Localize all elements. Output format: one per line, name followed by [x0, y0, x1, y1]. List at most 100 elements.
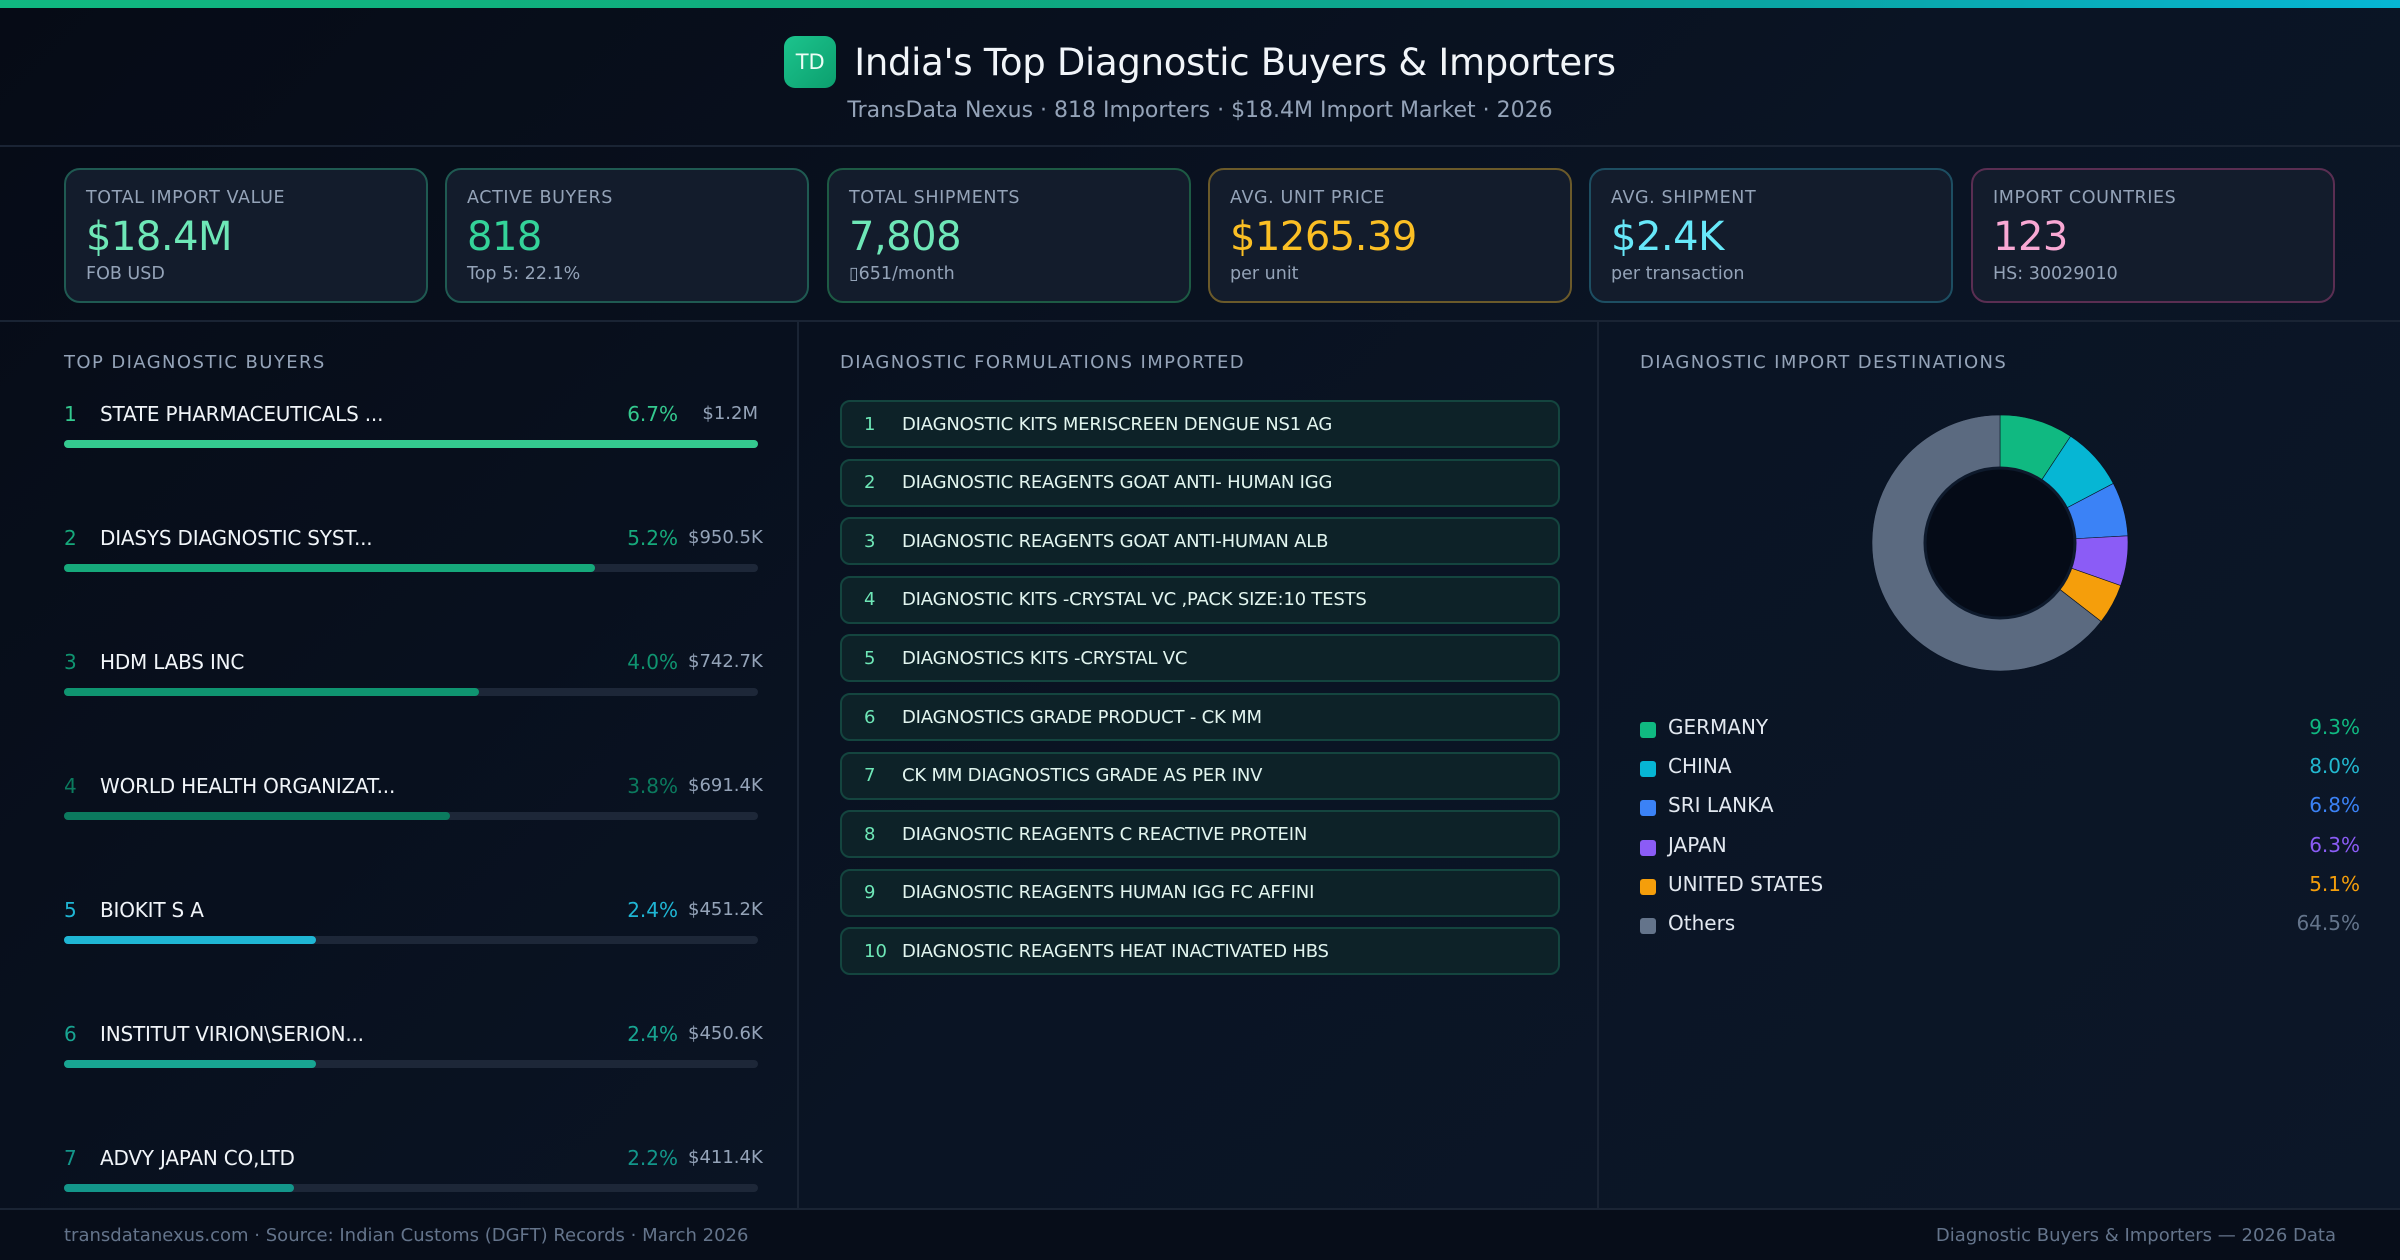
buyer-row[interactable]: 2 DIASYS DIAGNOSTIC SYST... 5.2% $950.5K — [64, 526, 763, 586]
buyer-name: WORLD HEALTH ORGANIZAT... — [100, 774, 396, 798]
buyer-value: $742.7K — [688, 651, 763, 672]
buyer-value: $1.2M — [702, 403, 758, 424]
legend-swatch — [1640, 878, 1656, 895]
panel-title: TOP DIAGNOSTIC BUYERS — [64, 352, 326, 373]
stat-value: 7,808 — [849, 214, 962, 260]
page-footer: transdatanexus.com · Source: Indian Cust… — [0, 1208, 2400, 1260]
formulation-item[interactable]: 10 DIAGNOSTIC REAGENTS HEAT INACTIVATED H… — [840, 927, 1560, 976]
stat-card-total-import-value: TOTAL IMPORT VALUE $18.4M FOB USD — [64, 168, 428, 303]
footer-caption: Diagnostic Buyers & Importers — 2026 Dat… — [1935, 1225, 2336, 1246]
formulation-number: 7 — [864, 765, 876, 787]
buyer-bar-fill — [64, 688, 479, 696]
legend-percent: 5.1% — [2309, 871, 2360, 896]
buyer-bar-track — [64, 688, 758, 696]
stat-value: $18.4M — [86, 214, 233, 260]
buyer-rank: 6 — [64, 1022, 77, 1046]
buyer-bar-fill — [64, 1184, 294, 1192]
panel-title: DIAGNOSTIC IMPORT DESTINATIONS — [1640, 352, 2008, 373]
legend-percent: 9.3% — [2309, 715, 2360, 739]
formulation-item[interactable]: 5 DIAGNOSTICS KITS -CRYSTAL VC — [840, 634, 1560, 683]
stat-value: 123 — [1993, 214, 2068, 260]
formulation-text: DIAGNOSTICS GRADE PRODUCT - CK MM — [902, 706, 1262, 728]
formulations-panel: DIAGNOSTIC FORMULATIONS IMPORTED 1 DIAGNO… — [799, 322, 1599, 1208]
stat-value: $1265.39 — [1230, 214, 1417, 260]
formulation-number: 4 — [864, 589, 876, 611]
page-title: India's Top Diagnostic Buyers & Importer… — [854, 40, 1616, 84]
stat-card-total-shipments: TOTAL SHIPMENTS 7,808 ▯651/month — [827, 168, 1191, 303]
legend-item[interactable]: JAPAN 6.3% — [1640, 833, 2360, 863]
brand-logo: TD — [784, 36, 837, 88]
formulation-item[interactable]: 3 DIAGNOSTIC REAGENTS GOAT ANTI-HUMAN ALB — [840, 517, 1560, 566]
stat-label: TOTAL SHIPMENTS — [849, 188, 1021, 208]
buyer-bar-fill — [64, 1060, 316, 1068]
formulation-number: 9 — [864, 882, 876, 904]
formulation-number: 5 — [864, 647, 876, 669]
formulation-item[interactable]: 7 CK MM DIAGNOSTICS GRADE AS PER INV — [840, 751, 1560, 800]
buyer-name: ADVY JAPAN CO,LTD — [100, 1146, 295, 1170]
buyer-value: $950.5K — [688, 527, 763, 548]
stat-label: TOTAL IMPORT VALUE — [86, 188, 286, 208]
legend-item[interactable]: CHINA 8.0% — [1640, 754, 2360, 784]
buyer-bar-fill — [64, 564, 595, 572]
legend-percent: 6.8% — [2309, 793, 2360, 818]
buyer-row[interactable]: 5 BIOKIT S A 2.4% $451.2K — [64, 898, 763, 958]
destinations-panel: DIAGNOSTIC IMPORT DESTINATIONS GERMANY 9.… — [1599, 322, 2400, 1208]
stat-sub: Top 5: 22.1% — [467, 264, 581, 284]
buyer-row[interactable]: 6 INSTITUT VIRION\SERION... 2.4% $450.6K — [64, 1022, 763, 1082]
buyer-bar-track — [64, 564, 758, 572]
formulation-number: 10 — [864, 940, 887, 962]
buyer-share: 2.4% — [627, 898, 678, 922]
stats-row: TOTAL IMPORT VALUE $18.4M FOB USD ACTIVE… — [0, 147, 2400, 322]
formulation-item[interactable]: 6 DIAGNOSTICS GRADE PRODUCT - CK MM — [840, 693, 1560, 741]
stat-value: 818 — [467, 214, 542, 260]
stat-label: AVG. SHIPMENT — [1611, 188, 1757, 208]
stat-sub: ▯651/month — [849, 264, 955, 284]
stat-sub: FOB USD — [86, 264, 165, 284]
formulation-text: DIAGNOSTIC KITS MERISCREEN DENGUE NS1 AG — [902, 413, 1333, 435]
buyer-bar-track — [64, 936, 758, 944]
formulation-item[interactable]: 8 DIAGNOSTIC REAGENTS C REACTIVE PROTEIN — [840, 810, 1560, 859]
buyer-bar-fill — [64, 936, 316, 944]
legend-percent: 8.0% — [2309, 754, 2360, 779]
buyer-share: 5.2% — [627, 526, 678, 550]
legend-country: CHINA — [1668, 754, 1732, 779]
buyer-value: $411.4K — [688, 1147, 763, 1168]
buyer-bar-track — [64, 1184, 758, 1192]
buyer-share: 6.7% — [627, 402, 678, 426]
formulation-text: DIAGNOSTIC REAGENTS HUMAN IGG FC AFFINI — [902, 882, 1315, 904]
legend-item[interactable]: GERMANY 9.3% — [1640, 715, 2360, 745]
buyer-rank: 5 — [64, 898, 77, 922]
buyer-row[interactable]: 7 ADVY JAPAN CO,LTD 2.2% $411.4K — [64, 1146, 763, 1206]
page-header: TD India's Top Diagnostic Buyers & Impor… — [0, 8, 2400, 147]
buyer-value: $450.6K — [688, 1023, 763, 1044]
legend-country: UNITED STATES — [1668, 871, 1824, 896]
legend-item[interactable]: Others 64.5% — [1640, 911, 2360, 941]
buyer-rank: 1 — [64, 402, 77, 426]
stat-card-import-countries: IMPORT COUNTRIES 123 HS: 30029010 — [1971, 168, 2335, 303]
formulation-number: 8 — [864, 823, 876, 845]
formulation-item[interactable]: 4 DIAGNOSTIC KITS -CRYSTAL VC ,PACK SIZE:… — [840, 575, 1560, 624]
panel-title: DIAGNOSTIC FORMULATIONS IMPORTED — [840, 352, 1246, 373]
title-row: TD India's Top Diagnostic Buyers & Impor… — [0, 36, 2400, 88]
formulation-item[interactable]: 9 DIAGNOSTIC REAGENTS HUMAN IGG FC AFFINI — [840, 868, 1560, 917]
buyer-bar-track — [64, 440, 758, 448]
buyer-row[interactable]: 3 HDM LABS INC 4.0% $742.7K — [64, 650, 763, 710]
buyer-bar-track — [64, 1060, 758, 1068]
top-buyers-panel: TOP DIAGNOSTIC BUYERS 1 STATE PHARMACEUTI… — [0, 322, 799, 1208]
buyer-row[interactable]: 4 WORLD HEALTH ORGANIZAT... 3.8% $691.4K — [64, 774, 763, 834]
legend-item[interactable]: UNITED STATES 5.1% — [1640, 872, 2360, 902]
legend-swatch — [1640, 839, 1656, 856]
legend-country: Others — [1668, 911, 1736, 935]
buyer-row[interactable]: 1 STATE PHARMACEUTICALS ... 6.7% $1.2M — [64, 402, 758, 462]
buyer-bar-fill — [64, 812, 450, 820]
buyer-rank: 2 — [64, 526, 77, 550]
buyer-bar-track — [64, 812, 758, 820]
formulation-item[interactable]: 2 DIAGNOSTIC REAGENTS GOAT ANTI- HUMAN IG… — [840, 458, 1560, 507]
formulation-number: 3 — [864, 530, 876, 552]
legend-country: GERMANY — [1668, 715, 1769, 739]
legend-item[interactable]: SRI LANKA 6.8% — [1640, 793, 2360, 823]
footer-source: transdatanexus.com · Source: Indian Cust… — [64, 1225, 749, 1246]
formulation-item[interactable]: 1 DIAGNOSTIC KITS MERISCREEN DENGUE NS1 A… — [840, 400, 1560, 448]
stat-card-avg-unit-price: AVG. UNIT PRICE $1265.39 per unit — [1208, 168, 1572, 303]
legend-percent: 6.3% — [2309, 832, 2360, 857]
